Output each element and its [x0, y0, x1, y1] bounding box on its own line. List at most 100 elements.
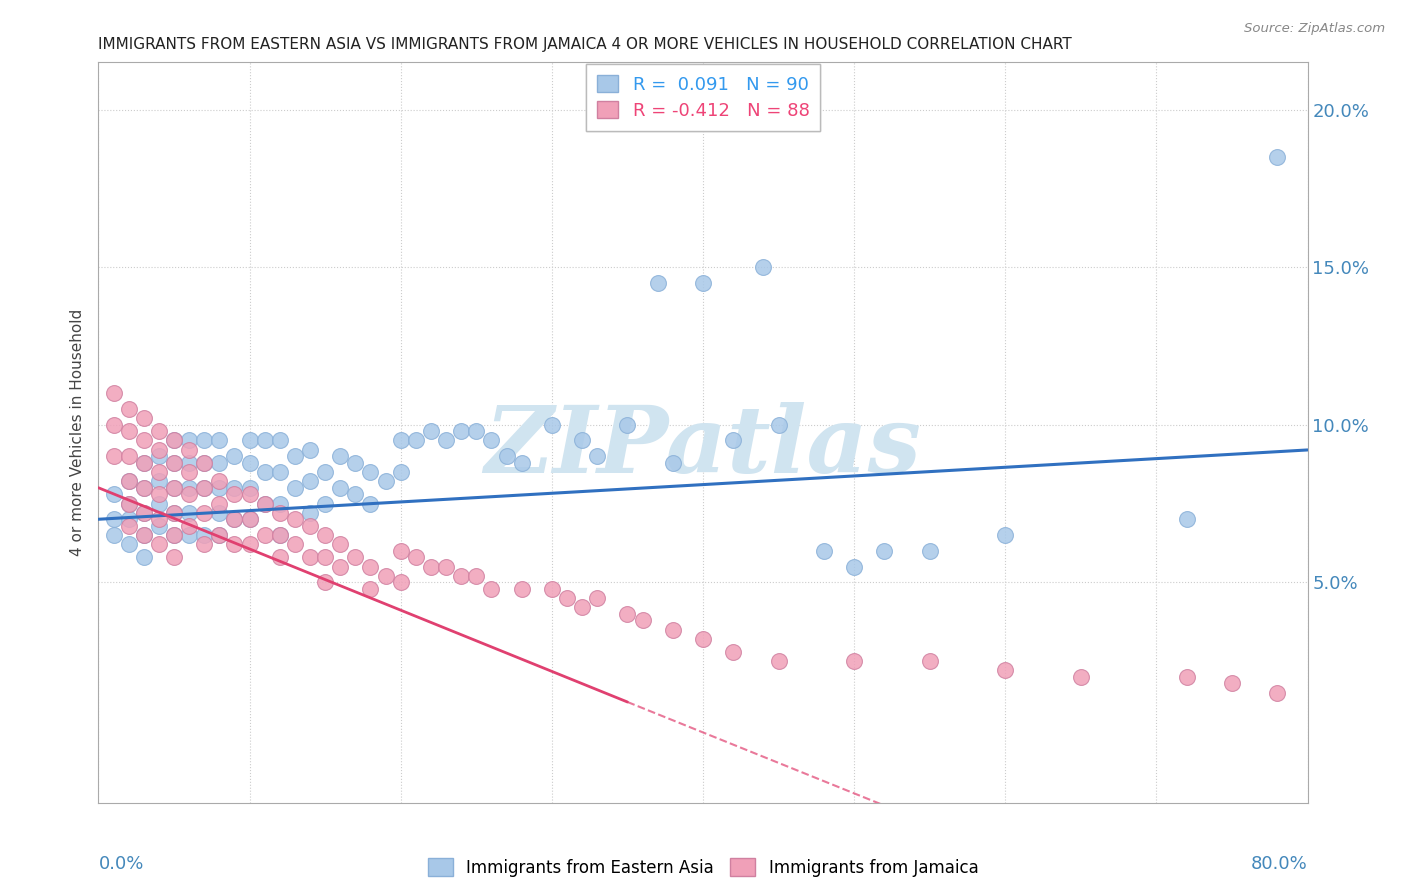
Point — [132, 528, 155, 542]
Point — [314, 496, 336, 510]
Point — [193, 537, 215, 551]
Point — [103, 528, 125, 542]
Point — [208, 496, 231, 510]
Point — [103, 386, 125, 401]
Point — [163, 506, 186, 520]
Point — [224, 487, 246, 501]
Point — [1070, 670, 1092, 684]
Point — [132, 506, 155, 520]
Point — [208, 506, 231, 520]
Point — [148, 424, 170, 438]
Point — [193, 481, 215, 495]
Y-axis label: 4 or more Vehicles in Household: 4 or more Vehicles in Household — [70, 309, 86, 557]
Point — [179, 487, 201, 501]
Point — [239, 512, 262, 526]
Point — [723, 644, 745, 658]
Point — [163, 528, 186, 542]
Point — [994, 528, 1017, 542]
Point — [118, 475, 141, 489]
Point — [208, 475, 231, 489]
Point — [163, 506, 186, 520]
Point — [329, 449, 352, 463]
Point — [193, 456, 215, 470]
Point — [284, 481, 307, 495]
Point — [374, 569, 396, 583]
Point — [132, 528, 155, 542]
Point — [239, 537, 262, 551]
Point — [179, 456, 201, 470]
Point — [616, 607, 638, 621]
Point — [179, 434, 201, 448]
Point — [269, 528, 291, 542]
Point — [103, 449, 125, 463]
Point — [239, 512, 262, 526]
Point — [299, 506, 322, 520]
Point — [586, 449, 609, 463]
Point — [148, 465, 170, 479]
Point — [179, 528, 201, 542]
Point — [148, 475, 170, 489]
Point — [329, 559, 352, 574]
Point — [344, 550, 367, 565]
Point — [193, 434, 215, 448]
Point — [163, 434, 186, 448]
Point — [179, 506, 201, 520]
Point — [208, 481, 231, 495]
Point — [118, 402, 141, 417]
Point — [631, 613, 654, 627]
Point — [269, 465, 291, 479]
Point — [253, 434, 276, 448]
Point — [208, 528, 231, 542]
Point — [224, 512, 246, 526]
Point — [481, 434, 503, 448]
Point — [481, 582, 503, 596]
Point — [844, 559, 866, 574]
Point — [555, 591, 578, 605]
Point — [1267, 685, 1289, 699]
Point — [329, 537, 352, 551]
Point — [118, 518, 141, 533]
Point — [132, 481, 155, 495]
Point — [193, 456, 215, 470]
Point — [813, 543, 835, 558]
Point — [389, 434, 412, 448]
Legend: R =  0.091   N = 90, R = -0.412   N = 88: R = 0.091 N = 90, R = -0.412 N = 88 — [586, 64, 820, 130]
Text: IMMIGRANTS FROM EASTERN ASIA VS IMMIGRANTS FROM JAMAICA 4 OR MORE VEHICLES IN HO: IMMIGRANTS FROM EASTERN ASIA VS IMMIGRAN… — [98, 37, 1073, 52]
Point — [540, 582, 562, 596]
Point — [179, 518, 201, 533]
Point — [344, 456, 367, 470]
Point — [239, 487, 262, 501]
Point — [163, 456, 186, 470]
Point — [132, 456, 155, 470]
Point — [132, 550, 155, 565]
Point — [299, 518, 322, 533]
Point — [224, 537, 246, 551]
Point — [299, 475, 322, 489]
Point — [148, 518, 170, 533]
Point — [510, 456, 533, 470]
Point — [163, 434, 186, 448]
Point — [179, 465, 201, 479]
Point — [224, 449, 246, 463]
Point — [314, 528, 336, 542]
Point — [540, 417, 562, 432]
Point — [1267, 150, 1289, 164]
Point — [132, 411, 155, 425]
Point — [873, 543, 896, 558]
Point — [768, 417, 790, 432]
Point — [918, 543, 941, 558]
Point — [586, 591, 609, 605]
Point — [269, 550, 291, 565]
Point — [118, 449, 141, 463]
Point — [994, 664, 1017, 678]
Point — [1175, 670, 1198, 684]
Point — [148, 537, 170, 551]
Point — [224, 512, 246, 526]
Point — [465, 424, 488, 438]
Point — [299, 442, 322, 457]
Point — [103, 512, 125, 526]
Point — [193, 506, 215, 520]
Point — [314, 575, 336, 590]
Point — [420, 559, 443, 574]
Point — [163, 528, 186, 542]
